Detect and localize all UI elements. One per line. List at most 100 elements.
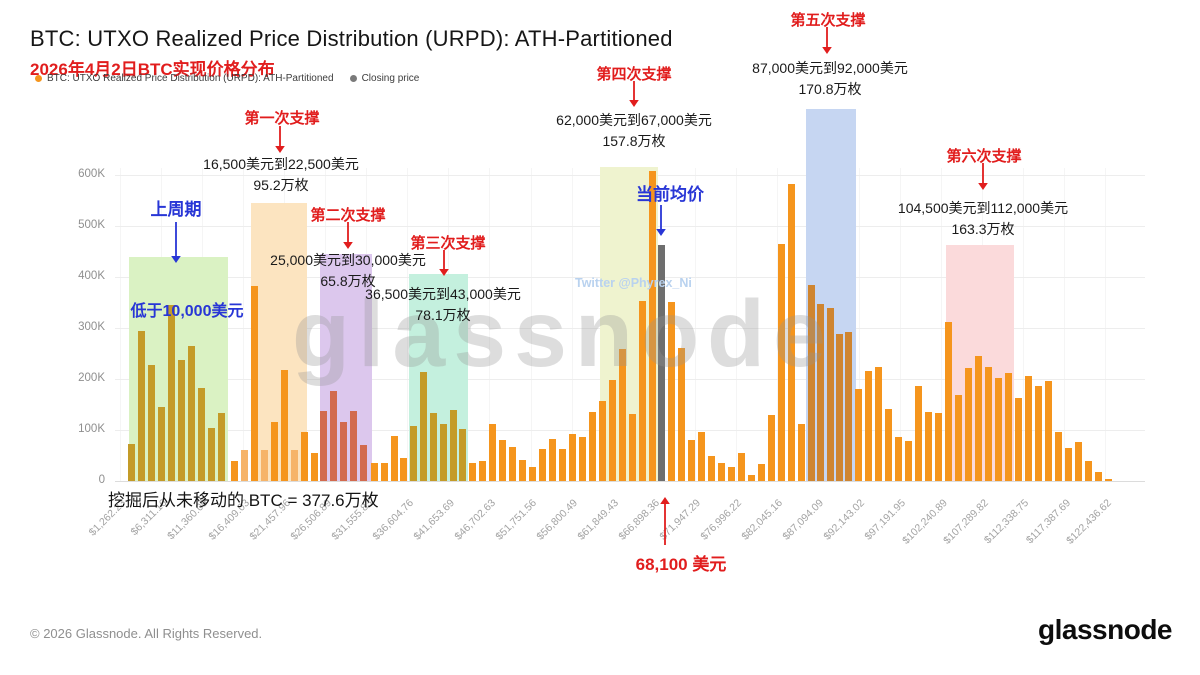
y-axis-label: 0 [98, 474, 105, 486]
x-gridline [694, 168, 696, 481]
y-axis-label: 200K [78, 372, 105, 384]
urpd-bar [127, 443, 135, 481]
annotation-text-support-4: 62,000美元到67,000美元 157.8万枚 [556, 110, 712, 152]
urpd-bar [578, 436, 586, 481]
urpd-bar [260, 450, 268, 481]
x-gridline [489, 168, 491, 481]
urpd-bar [419, 371, 427, 481]
legend-item-closing-price: Closing price [349, 73, 420, 84]
down-arrow-icon [822, 27, 832, 54]
urpd-bar [707, 455, 715, 481]
urpd-bar [1054, 432, 1062, 481]
urpd-bar [177, 360, 185, 481]
urpd-bar [468, 462, 476, 481]
urpd-bar [429, 413, 437, 481]
urpd-bar [844, 332, 852, 481]
urpd-bar [380, 462, 388, 481]
chart-subtitle: 2026年4月2日BTC实现价格分布 [30, 60, 275, 79]
closing-price-dot-icon [349, 75, 357, 82]
urpd-bar [816, 303, 824, 481]
urpd-bar [717, 463, 725, 481]
annotation-amount-text: 157.8万枚 [602, 133, 666, 149]
urpd-bar [439, 423, 447, 481]
urpd-bar [914, 385, 922, 481]
down-arrow-icon [978, 163, 988, 190]
urpd-bar [488, 423, 496, 481]
urpd-bar [1014, 397, 1022, 481]
highlight-region-support-1 [251, 203, 307, 481]
urpd-bar [588, 412, 596, 481]
urpd-bar [538, 448, 546, 481]
down-arrow-icon [275, 126, 285, 153]
x-gridline [120, 168, 121, 481]
urpd-bar [558, 448, 566, 481]
urpd-bar [687, 439, 695, 481]
urpd-bar [1024, 376, 1032, 481]
urpd-bar [944, 321, 952, 481]
x-gridline [407, 168, 409, 481]
urpd-bar [390, 436, 398, 481]
urpd-bar [826, 307, 834, 481]
annotation-current-avg: 当前均价 [636, 185, 704, 204]
urpd-bar [1034, 385, 1042, 481]
annotation-label-support-1: 第一次支撑 [244, 110, 320, 127]
urpd-bar [904, 441, 912, 481]
down-arrow-icon [439, 250, 449, 276]
urpd-bar [598, 401, 606, 481]
urpd-bar [677, 347, 685, 481]
urpd-bar [217, 412, 225, 481]
urpd-bar [167, 305, 175, 481]
annotation-amount-text: 78.1万枚 [415, 307, 471, 323]
annotation-mined-never-moved: 挖掘后从未移动的 BTC = 377.6万枚 [108, 491, 379, 510]
x-gridline [571, 168, 573, 481]
urpd-bar [548, 438, 556, 481]
closing-price-bar [657, 245, 665, 481]
urpd-bar [924, 411, 932, 481]
x-gridline [1105, 168, 1107, 481]
urpd-bar [409, 425, 417, 481]
down-arrow-icon [656, 205, 666, 236]
x-gridline [776, 168, 778, 481]
highlight-region-support-3 [409, 274, 468, 481]
x-gridline [899, 168, 901, 481]
y-gridline [115, 481, 1145, 482]
urpd-bar [230, 461, 238, 481]
annotation-prev-cycle-label: 上周期 [150, 200, 202, 219]
legend: BTC: UTXO Realized Price Distribution (U… [35, 73, 435, 84]
urpd-bar [697, 432, 705, 481]
y-axis-label: 300K [78, 321, 105, 333]
urpd-bar [359, 444, 367, 481]
urpd-bar [767, 415, 775, 481]
urpd-bar [280, 370, 288, 481]
legend-closing-label: Closing price [361, 73, 420, 84]
up-arrow-icon [660, 497, 670, 545]
urpd-bar [1064, 448, 1072, 481]
urpd-bar [854, 388, 862, 481]
legend-item-urpd: BTC: UTXO Realized Price Distribution (U… [35, 73, 334, 84]
annotation-label-support-2: 第二次支撑 [310, 207, 386, 224]
urpd-bar [608, 380, 616, 481]
urpd-bar [147, 364, 155, 481]
urpd-bar [137, 330, 145, 481]
urpd-bar [894, 436, 902, 481]
annotation-label-support-3: 第三次支撑 [410, 235, 486, 252]
urpd-bar [240, 450, 248, 481]
urpd-bar [747, 474, 755, 481]
urpd-bar [638, 300, 646, 481]
urpd-bar [954, 395, 962, 481]
urpd-bar [1004, 372, 1012, 481]
urpd-bar [329, 391, 337, 481]
annotation-amount-text: 163.3万枚 [951, 221, 1015, 237]
annotation-text-support-2: 25,000美元到30,000美元 65.8万枚 [270, 250, 426, 292]
annotation-text-support-3: 36,500美元到43,000美元 78.1万枚 [365, 284, 521, 326]
urpd-bar [528, 467, 536, 481]
urpd-bar [1044, 381, 1052, 481]
down-arrow-icon [171, 222, 181, 263]
annotation-text-support-1: 16,500美元到22,500美元 95.2万枚 [203, 154, 359, 196]
urpd-bar [207, 428, 215, 481]
annotation-label-support-4: 第四次支撑 [596, 66, 672, 83]
y-axis-label: 600K [78, 168, 105, 180]
annotation-amount-text: 95.2万枚 [253, 177, 309, 193]
